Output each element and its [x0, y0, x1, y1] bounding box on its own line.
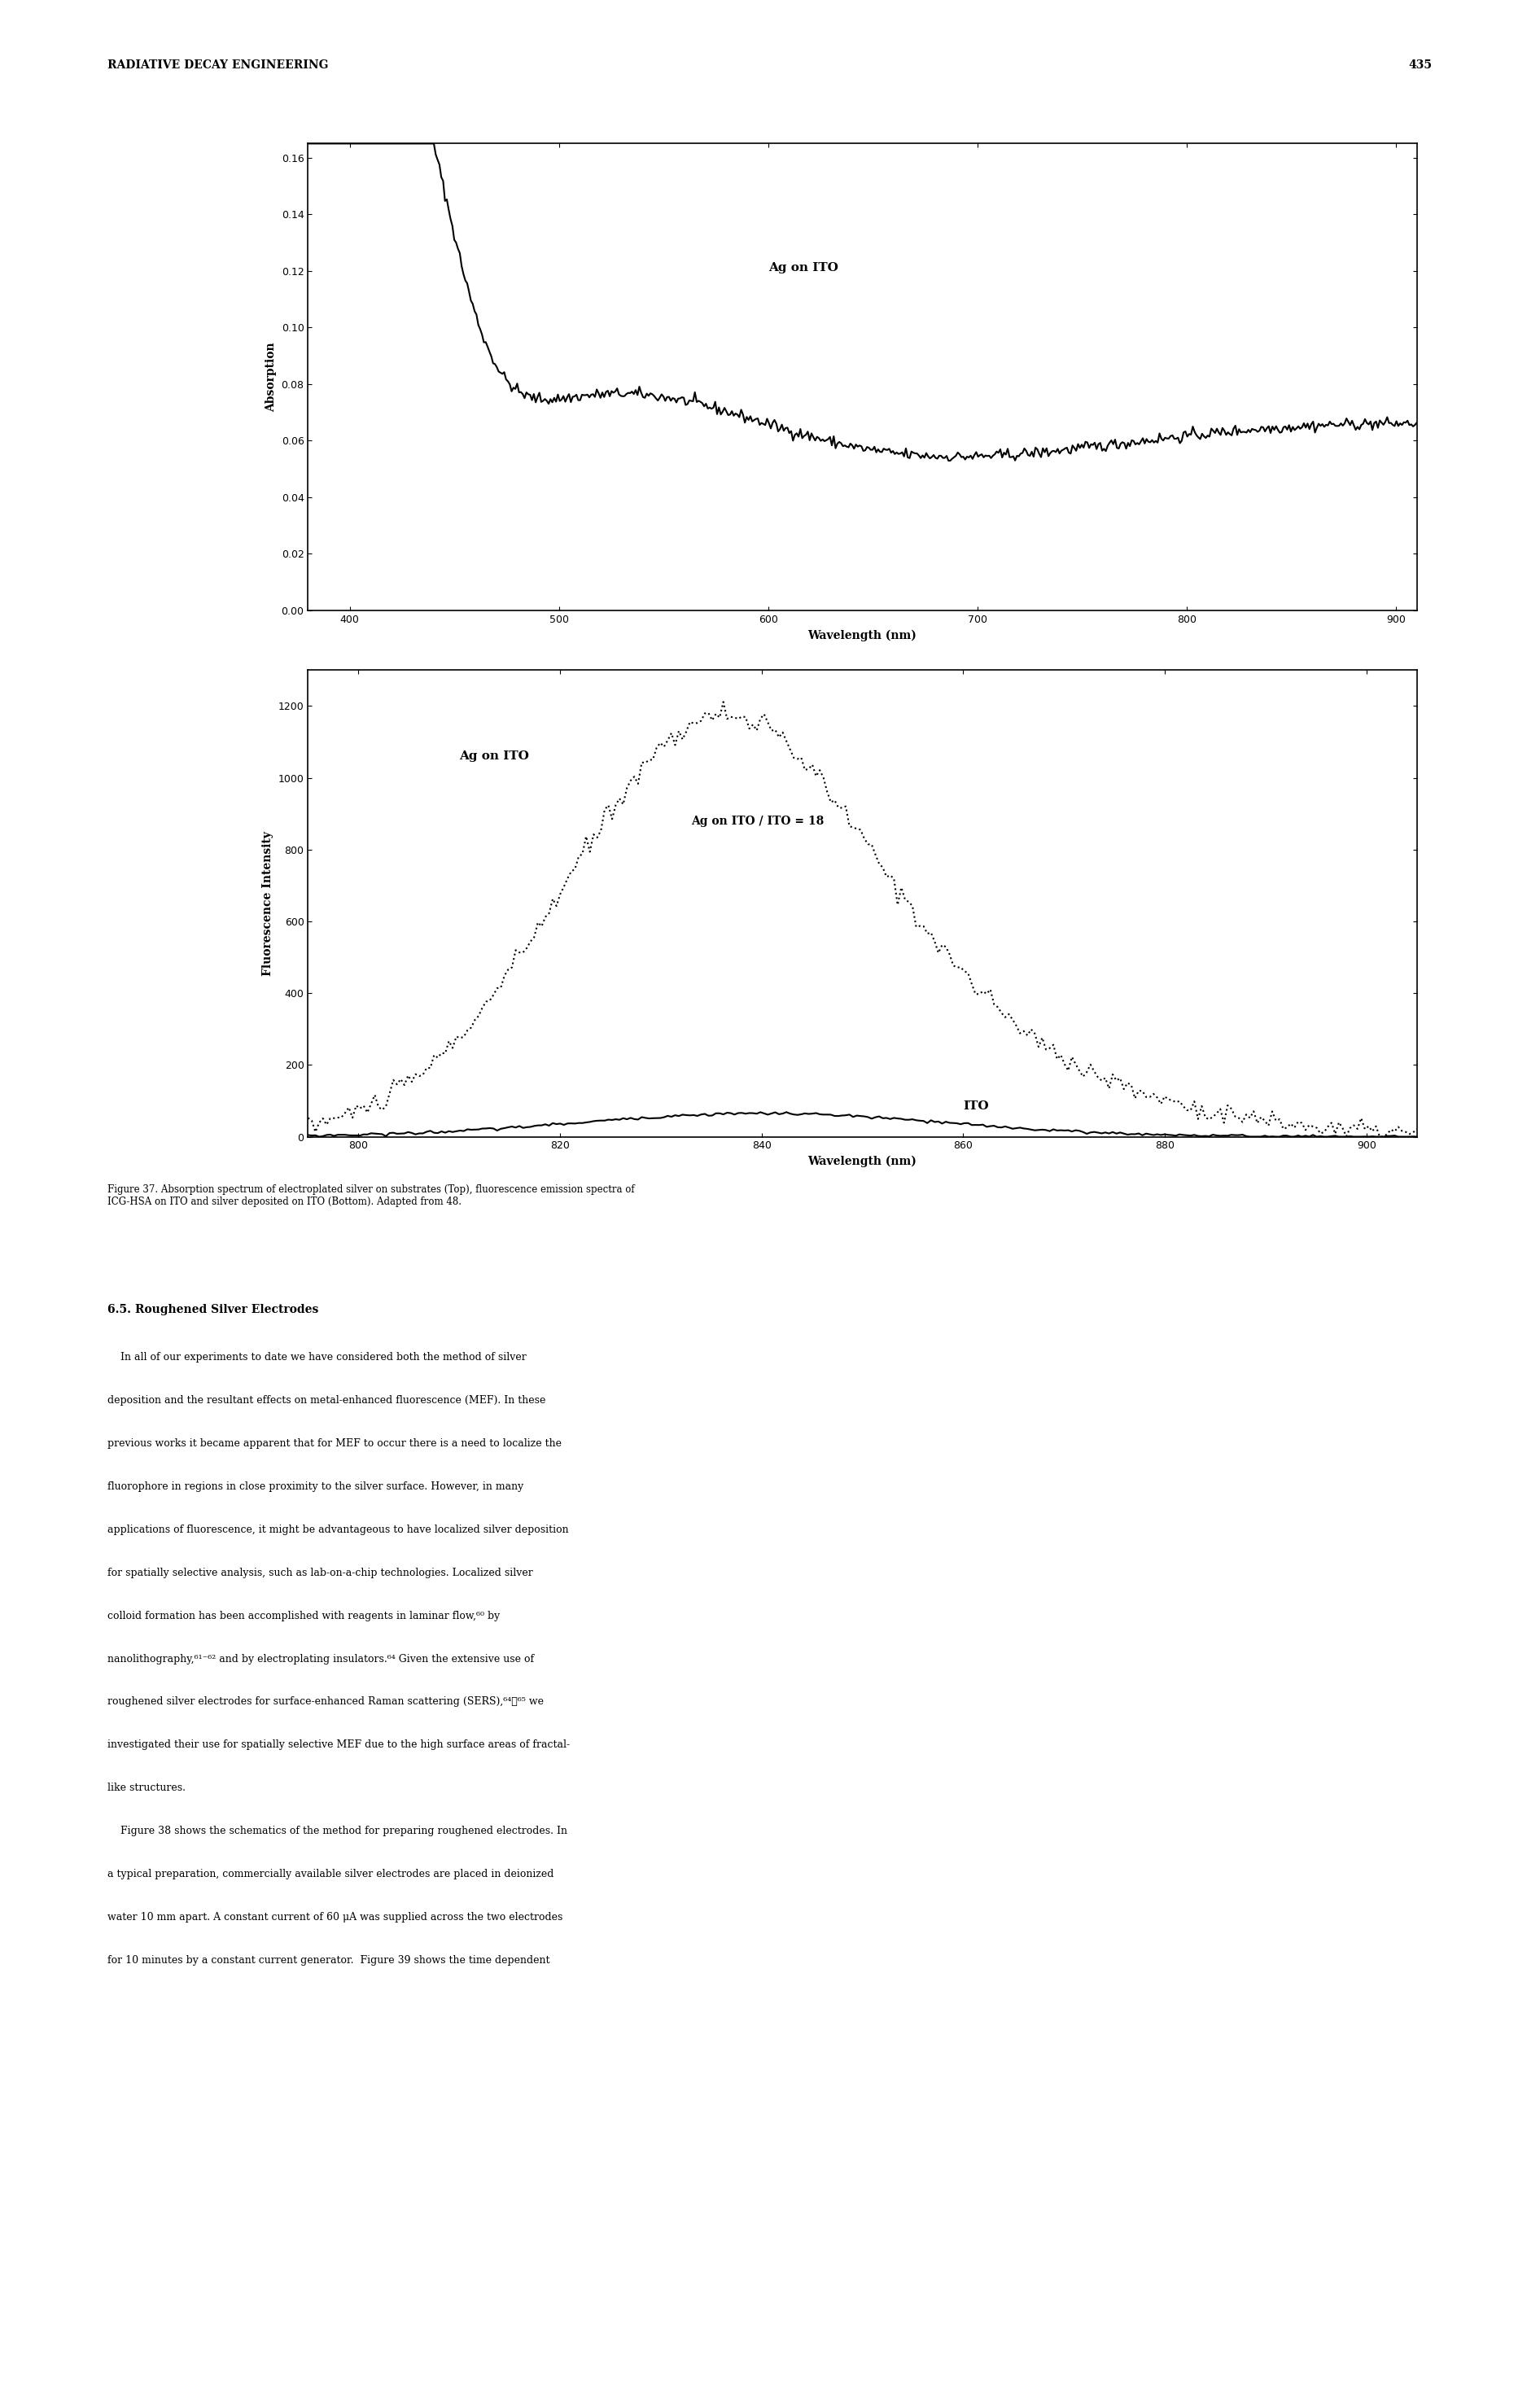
Text: investigated their use for spatially selective MEF due to the high surface areas: investigated their use for spatially sel… — [108, 1740, 570, 1749]
Text: Ag on ITO / ITO = 18: Ag on ITO / ITO = 18 — [691, 816, 824, 828]
Text: a typical preparation, commercially available silver electrodes are placed in de: a typical preparation, commercially avai… — [108, 1869, 554, 1879]
Text: colloid formation has been accomplished with reagents in laminar flow,⁶⁰ by: colloid formation has been accomplished … — [108, 1610, 501, 1620]
X-axis label: Wavelength (nm): Wavelength (nm) — [809, 629, 916, 641]
Text: 435: 435 — [1409, 60, 1432, 72]
X-axis label: Wavelength (nm): Wavelength (nm) — [809, 1156, 916, 1168]
Text: like structures.: like structures. — [108, 1783, 186, 1792]
Text: fluorophore in regions in close proximity to the silver surface. However, in man: fluorophore in regions in close proximit… — [108, 1481, 524, 1491]
Text: ITO: ITO — [962, 1101, 989, 1113]
Text: 6.5. Roughened Silver Electrodes: 6.5. Roughened Silver Electrodes — [108, 1304, 319, 1316]
Y-axis label: Absorption: Absorption — [265, 342, 277, 412]
Text: Figure 38 shows the schematics of the method for preparing roughened electrodes.: Figure 38 shows the schematics of the me… — [108, 1826, 568, 1835]
Text: applications of fluorescence, it might be advantageous to have localized silver : applications of fluorescence, it might b… — [108, 1524, 568, 1534]
Y-axis label: Fluorescence Intensity: Fluorescence Intensity — [262, 830, 274, 976]
Text: previous works it became apparent that for MEF to occur there is a need to local: previous works it became apparent that f… — [108, 1438, 562, 1448]
Text: for 10 minutes by a constant current generator.  Figure 39 shows the time depend: for 10 minutes by a constant current gen… — [108, 1955, 550, 1965]
Text: water 10 mm apart. A constant current of 60 μA was supplied across the two elect: water 10 mm apart. A constant current of… — [108, 1912, 564, 1922]
Text: Ag on ITO: Ag on ITO — [459, 751, 530, 763]
Text: RADIATIVE DECAY ENGINEERING: RADIATIVE DECAY ENGINEERING — [108, 60, 328, 72]
Text: Figure 37. Absorption spectrum of electroplated silver on substrates (Top), fluo: Figure 37. Absorption spectrum of electr… — [108, 1185, 634, 1208]
Text: Ag on ITO: Ag on ITO — [768, 261, 838, 273]
Text: deposition and the resultant effects on metal-enhanced fluorescence (MEF). In th: deposition and the resultant effects on … — [108, 1395, 547, 1405]
Text: for spatially selective analysis, such as lab-on-a-chip technologies. Localized : for spatially selective analysis, such a… — [108, 1567, 533, 1577]
Text: roughened silver electrodes for surface-enhanced Raman scattering (SERS),⁶⁴ⱥ⁶⁵ w: roughened silver electrodes for surface-… — [108, 1697, 544, 1706]
Text: nanolithography,⁶¹⁻⁶² and by electroplating insulators.⁶⁴ Given the extensive us: nanolithography,⁶¹⁻⁶² and by electroplat… — [108, 1654, 534, 1663]
Text: In all of our experiments to date we have considered both the method of silver: In all of our experiments to date we hav… — [108, 1352, 527, 1362]
